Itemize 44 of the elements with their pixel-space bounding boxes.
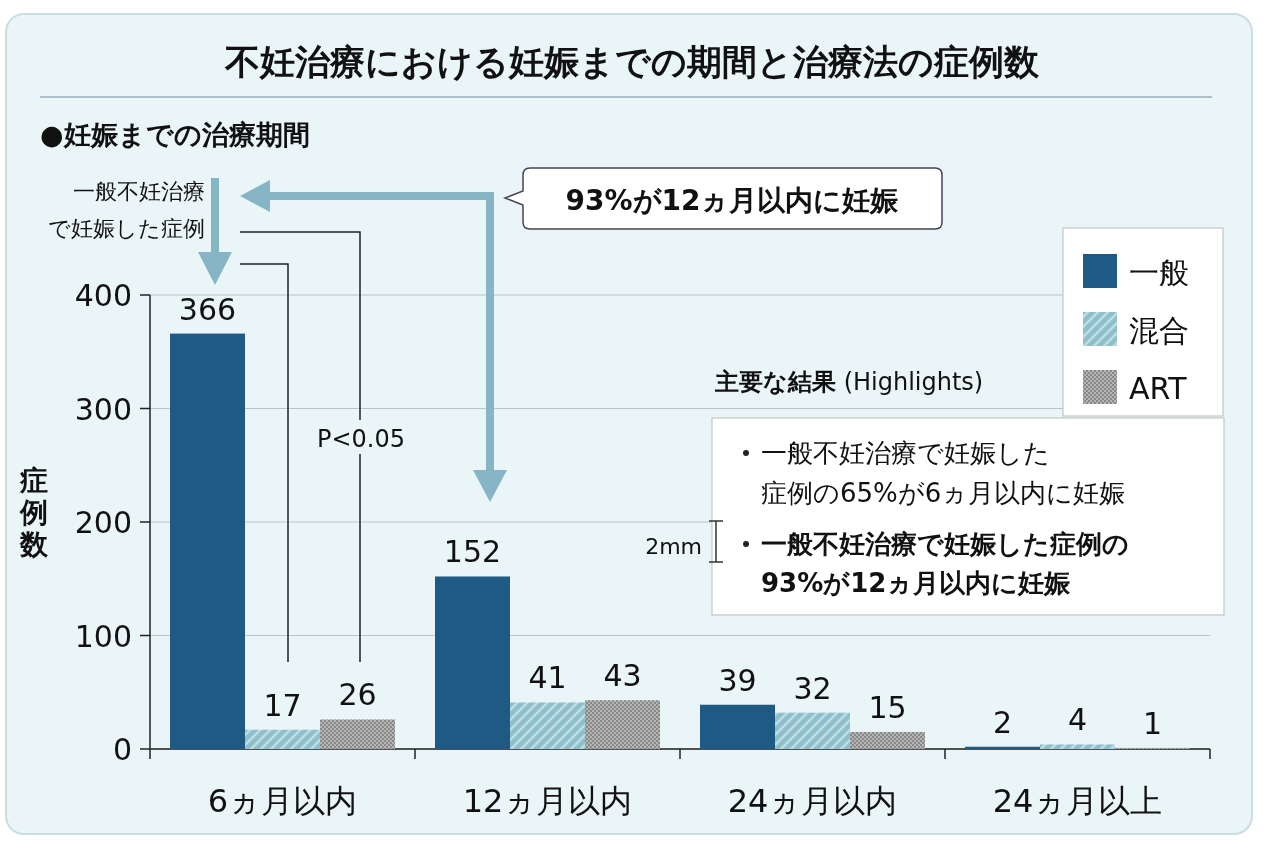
- bar: [435, 576, 510, 749]
- y-tick-label: 400: [74, 278, 132, 313]
- legend-label: ART: [1129, 371, 1188, 406]
- bar: [775, 712, 850, 749]
- data-label: 26: [338, 677, 377, 713]
- data-label: 17: [263, 687, 302, 723]
- text: 一般不妊治療で妊娠した症例: [48, 179, 205, 241]
- bar: [245, 729, 320, 749]
- x-tick-label: 24ヵ月以上: [992, 782, 1163, 820]
- annotation: 2mm: [645, 534, 702, 559]
- x-tick-label: 6ヵ月以内: [207, 782, 358, 820]
- bar: [585, 700, 660, 749]
- y-tick-label: 200: [74, 505, 132, 540]
- data-label: 15: [868, 689, 907, 725]
- bar: [850, 731, 925, 749]
- annotation: P<0.05: [316, 425, 406, 453]
- data-label: 41: [528, 660, 567, 696]
- legend-label: 一般: [1129, 255, 1189, 290]
- chart-subtitle: ●妊娠までの治療期間: [40, 119, 310, 150]
- y-axis-title: 症例数: [19, 464, 49, 561]
- annotation: 一般不妊治療で妊娠した症例の93%が12ヵ月以内に妊娠: [761, 529, 1129, 598]
- data-label: 1: [1142, 705, 1163, 741]
- annotation: 一般不妊治療で妊娠した症例の65%が6ヵ月以内に妊娠: [761, 438, 1126, 508]
- y-tick-label: 300: [74, 391, 132, 427]
- data-label: 2: [992, 704, 1013, 740]
- text: 93%が12ヵ月以内に妊娠: [565, 184, 900, 217]
- bar: [510, 702, 585, 749]
- y-tick-label: 0: [112, 732, 132, 767]
- bar: [1040, 744, 1115, 749]
- x-tick-label: 24ヵ月以内: [727, 782, 898, 820]
- data-label: 152: [443, 534, 502, 570]
- bar: [320, 719, 395, 749]
- chart-title: 不妊治療における妊娠までの期間と治療法の症例数: [224, 42, 1040, 82]
- data-label: 4: [1067, 702, 1088, 738]
- data-label: 32: [793, 670, 832, 706]
- bar: [700, 704, 775, 749]
- data-label: 39: [718, 662, 757, 698]
- bar: [170, 333, 245, 749]
- y-tick-label: 100: [74, 618, 132, 654]
- x-tick-label: 12ヵ月以内: [462, 782, 633, 820]
- annotation: 主要な結果 (Highlights): [714, 368, 984, 396]
- data-label: 43: [603, 658, 642, 694]
- data-label: 366: [178, 291, 237, 327]
- legend-label: 混合: [1129, 313, 1189, 348]
